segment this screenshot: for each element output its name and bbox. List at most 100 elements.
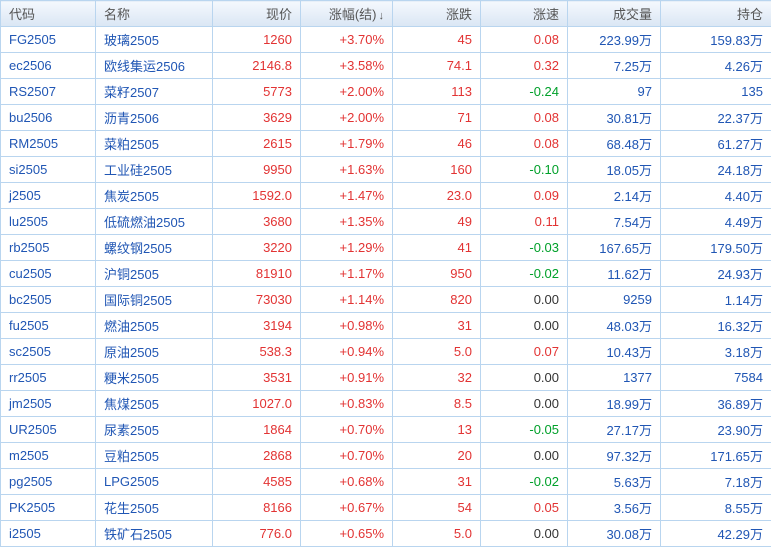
cell-vol: 3.56万 — [567, 494, 661, 521]
cell-name: 花生2505 — [95, 494, 213, 521]
table-row[interactable]: UR2505 尿素2505 1864 +0.70% 13 -0.05 27.17万 23.90… — [0, 416, 771, 443]
cell-code: RM2505 — [0, 130, 96, 157]
cell-oi: 16.32万 — [660, 312, 771, 339]
cell-oi: 179.50万 — [660, 234, 771, 261]
cell-name: 欧线集运2506 — [95, 52, 213, 79]
column-header-label: 持仓 — [736, 7, 763, 22]
cell-pct: +0.70% — [300, 442, 393, 469]
table-row[interactable]: fu2505 燃油2505 3194 +0.98% 31 0.00 48.03万 16.32万 — [0, 312, 771, 339]
cell-oi: 23.90万 — [660, 416, 771, 443]
table-row[interactable]: rb2505 螺纹钢2505 3220 +1.29% 41 -0.03 167.65万 179… — [0, 234, 771, 261]
cell-pct: +0.68% — [300, 468, 393, 495]
column-header-code[interactable]: 代码 — [0, 0, 96, 27]
cell-vol: 30.08万 — [567, 520, 661, 547]
cell-pct: +1.14% — [300, 286, 393, 313]
cell-oi: 135 — [660, 78, 771, 105]
table-row[interactable]: ec2506 欧线集运2506 2146.8 +3.58% 74.1 0.32 7.25万 4… — [0, 52, 771, 79]
cell-pct: +0.83% — [300, 390, 393, 417]
cell-chg: 8.5 — [392, 390, 481, 417]
cell-code: FG2505 — [0, 26, 96, 53]
cell-name: 螺纹钢2505 — [95, 234, 213, 261]
cell-vol: 68.48万 — [567, 130, 661, 157]
cell-pct: +0.65% — [300, 520, 393, 547]
cell-name: 国际铜2505 — [95, 286, 213, 313]
table-row[interactable]: RM2505 菜粕2505 2615 +1.79% 46 0.08 68.48万 61.27万 — [0, 130, 771, 157]
cell-name: 沥青2506 — [95, 104, 213, 131]
column-header-label: 代码 — [9, 7, 36, 22]
cell-chg: 31 — [392, 312, 481, 339]
column-header-speed[interactable]: 涨速 — [480, 0, 568, 27]
cell-vol: 30.81万 — [567, 104, 661, 131]
cell-vol: 1377 — [567, 364, 661, 391]
cell-price: 1864 — [212, 416, 301, 443]
cell-oi: 3.18万 — [660, 338, 771, 365]
cell-code: PK2505 — [0, 494, 96, 521]
cell-pct: +0.98% — [300, 312, 393, 339]
table-row[interactable]: si2505 工业硅2505 9950 +1.63% 160 -0.10 18.05万 24.… — [0, 156, 771, 183]
table-row[interactable]: bc2505 国际铜2505 73030 +1.14% 820 0.00 9259 1.14万 — [0, 286, 771, 313]
cell-code: sc2505 — [0, 338, 96, 365]
table-row[interactable]: FG2505 玻璃2505 1260 +3.70% 45 0.08 223.99万 159.8… — [0, 26, 771, 53]
cell-oi: 61.27万 — [660, 130, 771, 157]
table-row[interactable]: cu2505 沪铜2505 81910 +1.17% 950 -0.02 11.62万 24.… — [0, 260, 771, 287]
cell-code: j2505 — [0, 182, 96, 209]
table-row[interactable]: jm2505 焦煤2505 1027.0 +0.83% 8.5 0.00 18.99万 36.… — [0, 390, 771, 417]
cell-speed: 0.09 — [480, 182, 568, 209]
table-row[interactable]: sc2505 原油2505 538.3 +0.94% 5.0 0.07 10.43万 3.18… — [0, 338, 771, 365]
column-header-label: 涨速 — [532, 7, 559, 22]
cell-name: 玻璃2505 — [95, 26, 213, 53]
column-header-price[interactable]: 现价 — [212, 0, 301, 27]
table-row[interactable]: bu2506 沥青2506 3629 +2.00% 71 0.08 30.81万 22.37万 — [0, 104, 771, 131]
cell-chg: 71 — [392, 104, 481, 131]
cell-code: RS2507 — [0, 78, 96, 105]
cell-code: bc2505 — [0, 286, 96, 313]
cell-code: ec2506 — [0, 52, 96, 79]
column-header-label: 名称 — [104, 7, 131, 22]
column-header-pct[interactable]: 涨幅(结) ↓ — [300, 0, 393, 27]
column-header-oi[interactable]: 持仓 — [660, 0, 771, 27]
cell-speed: 0.07 — [480, 338, 568, 365]
cell-speed: 0.05 — [480, 494, 568, 521]
table-row[interactable]: rr2505 粳米2505 3531 +0.91% 32 0.00 1377 7584 — [0, 364, 771, 391]
cell-name: 原油2505 — [95, 338, 213, 365]
cell-pct: +2.00% — [300, 104, 393, 131]
cell-price: 3220 — [212, 234, 301, 261]
cell-oi: 159.83万 — [660, 26, 771, 53]
cell-name: 尿素2505 — [95, 416, 213, 443]
cell-price: 1027.0 — [212, 390, 301, 417]
cell-price: 538.3 — [212, 338, 301, 365]
table-row[interactable]: lu2505 低硫燃油2505 3680 +1.35% 49 0.11 7.54万 4.49万 — [0, 208, 771, 235]
cell-pct: +1.29% — [300, 234, 393, 261]
cell-oi: 4.40万 — [660, 182, 771, 209]
column-header-label: 涨幅(结) — [328, 7, 377, 22]
column-header-chg[interactable]: 涨跌 — [392, 0, 481, 27]
cell-name: 豆粕2505 — [95, 442, 213, 469]
cell-code: bu2506 — [0, 104, 96, 131]
table-row[interactable]: j2505 焦炭2505 1592.0 +1.47% 23.0 0.09 2.14万 4.40… — [0, 182, 771, 209]
cell-vol: 11.62万 — [567, 260, 661, 287]
cell-pct: +3.58% — [300, 52, 393, 79]
cell-price: 2146.8 — [212, 52, 301, 79]
cell-price: 2868 — [212, 442, 301, 469]
cell-code: si2505 — [0, 156, 96, 183]
cell-pct: +1.63% — [300, 156, 393, 183]
cell-chg: 20 — [392, 442, 481, 469]
cell-name: 菜粕2505 — [95, 130, 213, 157]
cell-vol: 7.54万 — [567, 208, 661, 235]
cell-code: fu2505 — [0, 312, 96, 339]
table-row[interactable]: i2505 铁矿石2505 776.0 +0.65% 5.0 0.00 30.08万 42.2… — [0, 520, 771, 547]
cell-oi: 22.37万 — [660, 104, 771, 131]
cell-oi: 42.29万 — [660, 520, 771, 547]
cell-pct: +1.79% — [300, 130, 393, 157]
table-row[interactable]: pg2505 LPG2505 4585 +0.68% 31 -0.02 5.63万 7.18万 — [0, 468, 771, 495]
cell-oi: 24.18万 — [660, 156, 771, 183]
cell-code: i2505 — [0, 520, 96, 547]
column-header-label: 现价 — [265, 7, 292, 22]
column-header-name[interactable]: 名称 — [95, 0, 213, 27]
table-row[interactable]: RS2507 菜籽2507 5773 +2.00% 113 -0.24 97 135 — [0, 78, 771, 105]
table-row[interactable]: m2505 豆粕2505 2868 +0.70% 20 0.00 97.32万 171.65万 — [0, 442, 771, 469]
table-row[interactable]: PK2505 花生2505 8166 +0.67% 54 0.05 3.56万 8.55万 — [0, 494, 771, 521]
column-header-vol[interactable]: 成交量 — [567, 0, 661, 27]
cell-name: 沪铜2505 — [95, 260, 213, 287]
